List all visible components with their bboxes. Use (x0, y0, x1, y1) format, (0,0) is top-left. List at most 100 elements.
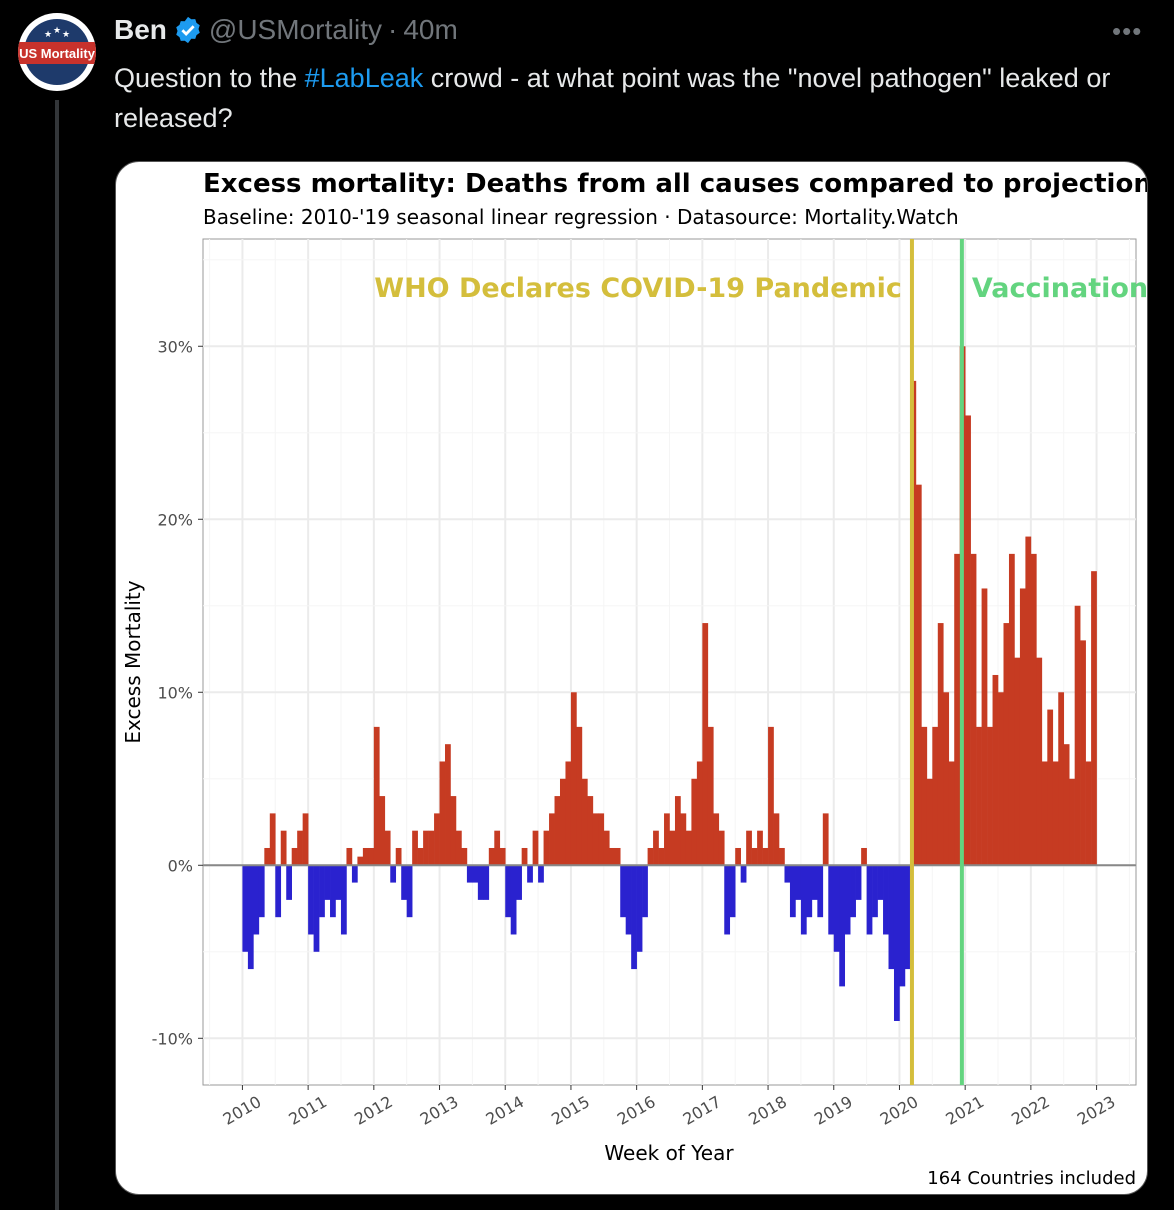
x-ticks: 2010 2011 2012 2013 2014 2015 2016 2017 2018 2019… (220, 1085, 1119, 1129)
bar (713, 813, 720, 866)
bar (1003, 623, 1010, 866)
x-tick-label: 2018 (745, 1092, 790, 1129)
chart-title: Excess mortality: Deaths from all causes… (203, 169, 1148, 199)
bar (811, 865, 818, 900)
bar (439, 761, 446, 866)
bar (592, 813, 599, 866)
bar (669, 830, 676, 866)
bar (702, 623, 709, 866)
bar (1069, 778, 1075, 866)
x-tick-label: 2019 (811, 1092, 856, 1129)
bar (877, 865, 884, 900)
y-tick-label: 10% (157, 683, 193, 702)
bar (800, 865, 807, 935)
x-tick-label: 2011 (285, 1092, 330, 1129)
chart-caption: 164 Countries included (927, 1168, 1136, 1189)
bar (559, 778, 566, 866)
bar (538, 865, 544, 883)
bar (291, 847, 298, 866)
bar (976, 726, 982, 866)
bar (789, 865, 796, 918)
bar (855, 865, 862, 900)
x-tick-label: 2015 (548, 1092, 593, 1129)
x-tick-label: 2013 (417, 1092, 462, 1129)
bar (527, 865, 533, 883)
bar (680, 813, 687, 866)
bar (406, 865, 413, 918)
author-name[interactable]: Ben (114, 14, 167, 45)
bar (861, 847, 867, 866)
bar (751, 847, 758, 866)
svg-text:★: ★ (62, 29, 70, 39)
more-options-icon[interactable]: ••• (1112, 16, 1143, 46)
bar (313, 865, 320, 952)
x-tick-label: 2012 (351, 1092, 396, 1129)
bar (1074, 605, 1081, 866)
bar (948, 761, 955, 866)
media-card[interactable]: Excess mortality: Deaths from all causes… (115, 161, 1148, 1195)
separator: · (388, 14, 398, 45)
bar (488, 847, 495, 866)
bar (817, 865, 824, 918)
bar (1008, 553, 1015, 866)
svg-text:★: ★ (44, 29, 52, 39)
bar (598, 813, 605, 866)
x-tick-label: 2023 (1074, 1092, 1119, 1129)
bar (340, 865, 347, 935)
bar (647, 847, 654, 866)
bar (1091, 571, 1097, 866)
bar (937, 623, 944, 866)
excess-mortality-chart: Excess mortality: Deaths from all causes… (121, 169, 1148, 1189)
verified-badge-icon (176, 16, 200, 44)
bar (779, 847, 785, 866)
bar (828, 865, 835, 935)
x-tick-label: 2014 (482, 1092, 527, 1129)
bar (505, 865, 512, 918)
bar (466, 865, 473, 883)
hashtag-link[interactable]: #LabLeak (304, 63, 424, 93)
bar (428, 830, 435, 866)
bar (718, 830, 725, 866)
bar (286, 865, 293, 900)
bar (926, 778, 933, 866)
bar (915, 484, 922, 866)
bar (893, 865, 900, 1021)
thread-line (55, 100, 59, 1210)
author-handle[interactable]: @USMortality (208, 14, 383, 45)
x-tick-label: 2010 (220, 1092, 265, 1129)
bar (373, 726, 380, 866)
bar (724, 865, 731, 935)
tweet-header: Ben @USMortality · 40m (114, 14, 458, 46)
bar (1063, 744, 1070, 866)
bar (510, 865, 517, 935)
bar (1025, 536, 1032, 866)
bar (455, 830, 462, 866)
bar (904, 865, 911, 970)
bar (379, 796, 386, 866)
bar (308, 865, 314, 935)
bar (740, 865, 747, 883)
bar (368, 847, 375, 866)
bar (965, 415, 971, 866)
bar (330, 865, 336, 918)
bar (757, 830, 763, 866)
bar (653, 830, 659, 866)
bar (1019, 588, 1026, 866)
bar (324, 865, 331, 900)
bar (401, 865, 407, 900)
bar (269, 813, 276, 866)
bar (554, 796, 561, 866)
bar (395, 847, 402, 866)
bar (357, 856, 364, 866)
bar (319, 865, 325, 918)
bar (461, 847, 468, 866)
bar (636, 865, 643, 952)
bar (833, 865, 840, 952)
timestamp[interactable]: 40m (403, 14, 458, 45)
bar (280, 830, 287, 866)
us-mortality-logo: ★ ★ ★ US Mortality (18, 19, 96, 85)
avatar[interactable]: ★ ★ ★ US Mortality (18, 13, 96, 91)
bar (850, 865, 856, 918)
bar (768, 726, 774, 866)
bar (390, 865, 397, 883)
